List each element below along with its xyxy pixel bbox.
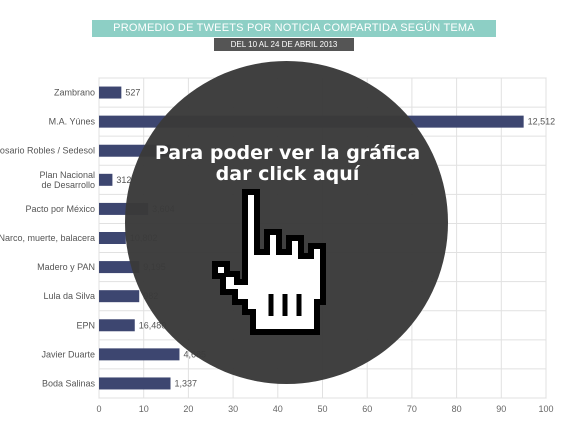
x-tick-label: 50 — [317, 404, 327, 414]
value-label: 12,512 — [528, 117, 556, 127]
category-label: Rosario Robles / Sedesol — [0, 146, 95, 156]
category-label: Madero y PAN — [37, 262, 95, 272]
value-label: 312 — [116, 175, 131, 185]
title-banner: PROMEDIO DE TWEETS POR NOTICIA COMPARTID… — [92, 20, 496, 37]
bar — [99, 173, 113, 186]
bar — [99, 261, 140, 274]
x-tick-label: 100 — [538, 404, 553, 414]
x-tick-label: 0 — [96, 404, 101, 414]
x-tick-label: 40 — [273, 404, 283, 414]
value-label: 1,337 — [175, 378, 198, 388]
category-label: Narco, muerte, balacera — [0, 233, 95, 243]
category-label: EPN — [76, 320, 95, 330]
value-label: 16,480 — [139, 320, 167, 330]
x-tick-label: 10 — [139, 404, 149, 414]
bar — [99, 319, 135, 332]
overlay-message[interactable]: Para poder ver la gráfica dar click aquí — [135, 143, 440, 185]
category-label: Boda Salinas — [42, 378, 96, 388]
x-tick-label: 30 — [228, 404, 238, 414]
bar — [99, 86, 122, 99]
bar — [99, 232, 126, 244]
overlay-line-2: dar click aquí — [215, 163, 360, 185]
category-label: Pacto por México — [25, 204, 95, 214]
bar — [99, 348, 180, 361]
overlay-line-1: Para poder ver la gráfica — [154, 142, 421, 164]
chart-title: PROMEDIO DE TWEETS POR NOTICIA COMPARTID… — [113, 22, 475, 34]
x-tick-label: 70 — [407, 404, 417, 414]
category-label: M.A. Yúnes — [49, 117, 96, 127]
x-tick-label: 60 — [362, 404, 372, 414]
chart-subtitle: DEL 10 AL 24 DE ABRIL 2013 — [230, 40, 338, 49]
bar — [99, 290, 140, 303]
category-label: Javier Duarte — [41, 349, 95, 359]
pointing-hand-icon[interactable] — [205, 182, 345, 352]
x-tick-label: 80 — [452, 404, 462, 414]
x-tick-label: 90 — [496, 404, 506, 414]
value-label: 527 — [125, 88, 140, 98]
category-label: Zambrano — [54, 88, 95, 98]
subtitle-banner: DEL 10 AL 24 DE ABRIL 2013 — [214, 38, 354, 51]
category-label: Plan Nacional de Desarrollo — [39, 170, 95, 190]
bar — [99, 377, 171, 390]
category-label: Lula da Silva — [43, 291, 95, 301]
x-tick-label: 20 — [183, 404, 193, 414]
